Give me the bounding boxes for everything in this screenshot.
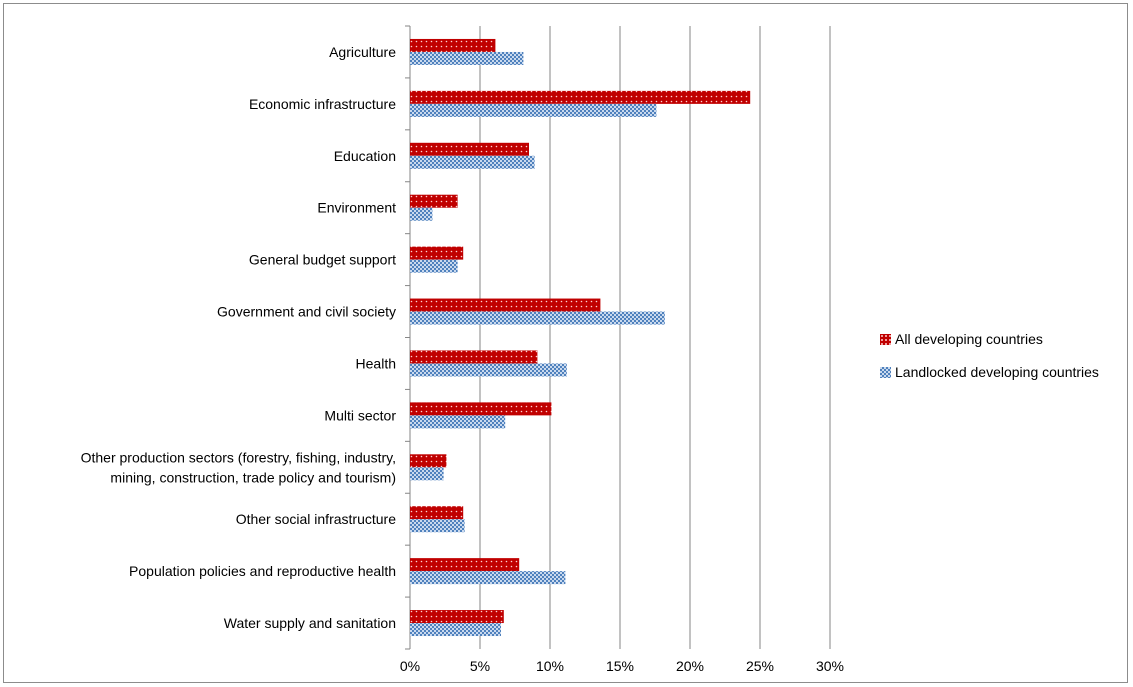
bar-all-developing xyxy=(410,90,751,104)
bar-chart: 0% 5% 10% 15% 20% 25% 30% Agriculture Economic i… xyxy=(81,25,844,674)
bar-all-developing xyxy=(410,194,458,208)
legend-label-all-developing: All developing countries xyxy=(895,331,1043,347)
bar-all-developing xyxy=(410,454,447,468)
bar-landlocked xyxy=(410,363,567,377)
category-label: Water supply and sanitation xyxy=(224,615,396,631)
category-label: Multi sector xyxy=(324,407,396,423)
x-tick-label: 20% xyxy=(676,658,704,674)
legend-item-landlocked: Landlocked developing countries xyxy=(880,362,1099,382)
category-label: Health xyxy=(356,355,396,371)
category-label: Education xyxy=(334,148,396,164)
legend-label-landlocked: Landlocked developing countries xyxy=(895,364,1099,380)
bar-all-developing xyxy=(410,506,464,520)
bar-landlocked xyxy=(410,207,433,221)
x-tick-label: 5% xyxy=(470,658,490,674)
bar-landlocked xyxy=(410,623,501,637)
legend-swatch-all-developing xyxy=(880,333,891,345)
bar-landlocked xyxy=(410,311,665,325)
bar-landlocked xyxy=(410,415,506,429)
x-tick-label: 0% xyxy=(400,658,420,674)
chart-frame: 0% 5% 10% 15% 20% 25% 30% Agriculture Economic i… xyxy=(3,3,1128,683)
legend-swatch-landlocked xyxy=(880,366,891,378)
bar-all-developing xyxy=(410,38,496,52)
bar-landlocked xyxy=(410,103,657,117)
bar-landlocked xyxy=(410,519,465,533)
bar-all-developing xyxy=(410,558,520,572)
category-label: Economic infrastructure xyxy=(249,96,396,112)
bar-all-developing xyxy=(410,246,464,260)
category-label: Population policies and reproductive hea… xyxy=(129,563,396,579)
x-tick-label: 25% xyxy=(746,658,774,674)
category-label: Other production sectors (forestry, fish… xyxy=(81,449,396,465)
bar-landlocked xyxy=(410,51,524,65)
bar-all-developing xyxy=(410,610,504,624)
bar-all-developing xyxy=(410,142,529,156)
bar-landlocked xyxy=(410,259,458,273)
x-tick-label: 15% xyxy=(606,658,634,674)
legend: All developing countries Landlocked deve… xyxy=(880,329,1099,395)
bar-landlocked xyxy=(410,155,535,169)
category-label: Other social infrastructure xyxy=(236,511,396,527)
legend-item-all-developing: All developing countries xyxy=(880,329,1099,349)
category-label: Environment xyxy=(317,200,396,216)
category-label: General budget support xyxy=(249,252,396,268)
x-tick-label: 30% xyxy=(816,658,844,674)
bar-landlocked xyxy=(410,467,444,481)
bar-landlocked xyxy=(410,571,566,585)
category-label: Government and civil society xyxy=(217,304,396,320)
bar-all-developing xyxy=(410,350,538,364)
bar-all-developing xyxy=(410,298,601,312)
category-label: Agriculture xyxy=(329,44,396,60)
category-label: mining, construction, trade policy and t… xyxy=(110,469,396,485)
bar-all-developing xyxy=(410,402,552,416)
x-tick-label: 10% xyxy=(536,658,564,674)
